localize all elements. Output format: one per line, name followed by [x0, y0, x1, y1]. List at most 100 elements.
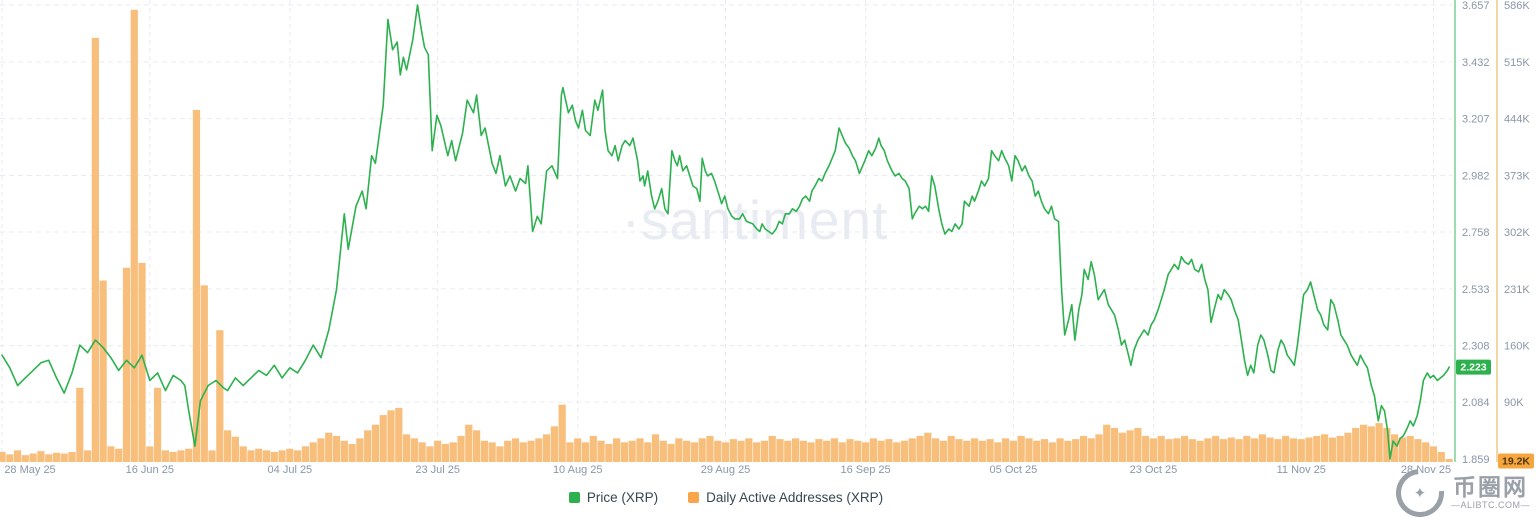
daa-bar	[395, 407, 403, 462]
daa-bar	[963, 440, 971, 462]
daa-bar	[325, 432, 333, 462]
daa-bar	[675, 438, 683, 462]
daa-bar	[1297, 439, 1305, 462]
daa-bar	[1383, 427, 1391, 462]
price-axis-label: 2.308	[1462, 341, 1490, 353]
daa-axis-label: 302K	[1504, 227, 1530, 239]
daa-bar	[45, 454, 53, 462]
price-axis-label: 2.982	[1462, 170, 1490, 182]
daa-bar	[760, 440, 769, 462]
daa-bar	[1048, 442, 1056, 462]
price-axis-label: 3.657	[1462, 0, 1490, 12]
price-axis-label: 3.432	[1462, 57, 1490, 69]
price-line	[1, 4, 1450, 460]
daa-legend-swatch-icon	[688, 492, 700, 503]
daa-bar	[371, 424, 380, 462]
legend-item-daily-active-addresses[interactable]: Daily Active Addresses (XRP)	[688, 490, 883, 505]
daa-bar	[29, 453, 37, 462]
legend-item-price[interactable]: Price (XRP)	[568, 490, 658, 505]
daa-bar	[286, 448, 294, 462]
x-tick-label: 05 Oct 25	[990, 464, 1038, 476]
x-tick-label: 23 Oct 25	[1130, 464, 1178, 476]
daa-bar	[791, 438, 800, 462]
daa-bar	[1227, 437, 1235, 462]
daa-bar	[667, 443, 675, 462]
daa-bar	[0, 451, 6, 462]
daa-bar	[1173, 438, 1181, 462]
daa-bar	[932, 438, 940, 462]
daa-bar	[970, 438, 979, 462]
daa-legend-label: Daily Active Addresses (XRP)	[706, 490, 884, 505]
price-last-value-badge	[1456, 359, 1491, 375]
x-tick-label: 28 Nov 25	[1401, 464, 1451, 476]
daa-bar	[768, 435, 776, 462]
daa-bar	[799, 440, 807, 462]
daa-bar	[605, 443, 613, 462]
x-tick-label: 04 Jul 25	[268, 464, 313, 476]
daa-bar	[1126, 430, 1134, 462]
daa-bar	[659, 440, 667, 462]
daa-bar	[846, 439, 854, 462]
daa-bar	[122, 267, 131, 462]
daa-bar	[683, 440, 691, 462]
daa-bar	[1033, 440, 1041, 462]
daa-bar	[706, 435, 714, 462]
daa-bar	[1282, 435, 1290, 462]
daa-bar	[1134, 427, 1142, 462]
daa-bar	[558, 404, 566, 462]
daa-bar	[597, 440, 605, 462]
daa-bar	[838, 442, 846, 462]
daa-bar	[823, 440, 831, 462]
daa-bar	[262, 450, 271, 462]
chart-legend: Price (XRP) Daily Active Addresses (XRP)	[0, 490, 1452, 505]
daa-bar	[1336, 435, 1344, 462]
daa-bar	[1056, 438, 1064, 462]
daa-bar	[543, 434, 551, 462]
daa-bar	[1002, 438, 1010, 462]
daa-bar	[83, 450, 92, 462]
daa-bar	[200, 285, 208, 462]
daa-axis-label: 160K	[1504, 341, 1530, 353]
daa-bar	[309, 442, 317, 462]
daa-bar	[737, 440, 745, 462]
logo-site-url: —ALIBTC.COM—	[1450, 500, 1530, 511]
daa-bar	[418, 442, 426, 462]
daa-bar	[581, 442, 590, 462]
daa-bar	[939, 440, 947, 462]
daa-bar	[434, 440, 442, 462]
daa-bar	[192, 109, 201, 462]
daa-bar	[519, 442, 527, 462]
daa-bar	[1243, 435, 1251, 462]
daa-bar	[52, 452, 61, 462]
price-axis-label: 2.758	[1462, 227, 1490, 239]
daa-bar	[1274, 439, 1282, 462]
daa-bar	[550, 426, 558, 462]
daa-bar	[1188, 439, 1196, 462]
daa-bar	[247, 450, 255, 462]
daa-bar	[169, 451, 177, 462]
daa-axis-label: 373K	[1504, 170, 1530, 182]
daa-bar	[1250, 438, 1259, 462]
daa-bar	[589, 435, 597, 462]
daa-bar	[745, 438, 753, 462]
daa-bar	[208, 450, 216, 462]
daa-bar	[861, 442, 870, 462]
daa-bar	[146, 446, 154, 462]
daa-bar	[885, 439, 893, 462]
daa-bar	[317, 438, 325, 462]
daa-last-value-text: 19.2K	[1502, 456, 1530, 468]
daa-bar	[986, 439, 994, 462]
daa-bar	[301, 446, 310, 462]
daa-bar	[410, 438, 418, 462]
daa-last-value-badge	[1498, 453, 1534, 469]
daa-bar	[1110, 427, 1119, 462]
daa-bar	[496, 446, 504, 462]
daa-bar	[449, 442, 457, 462]
daa-bar	[1204, 438, 1212, 462]
daa-bar	[472, 430, 481, 462]
daa-bar	[185, 448, 193, 462]
daa-bar	[955, 439, 963, 462]
daa-bar	[574, 438, 582, 462]
daa-bar	[107, 446, 115, 462]
